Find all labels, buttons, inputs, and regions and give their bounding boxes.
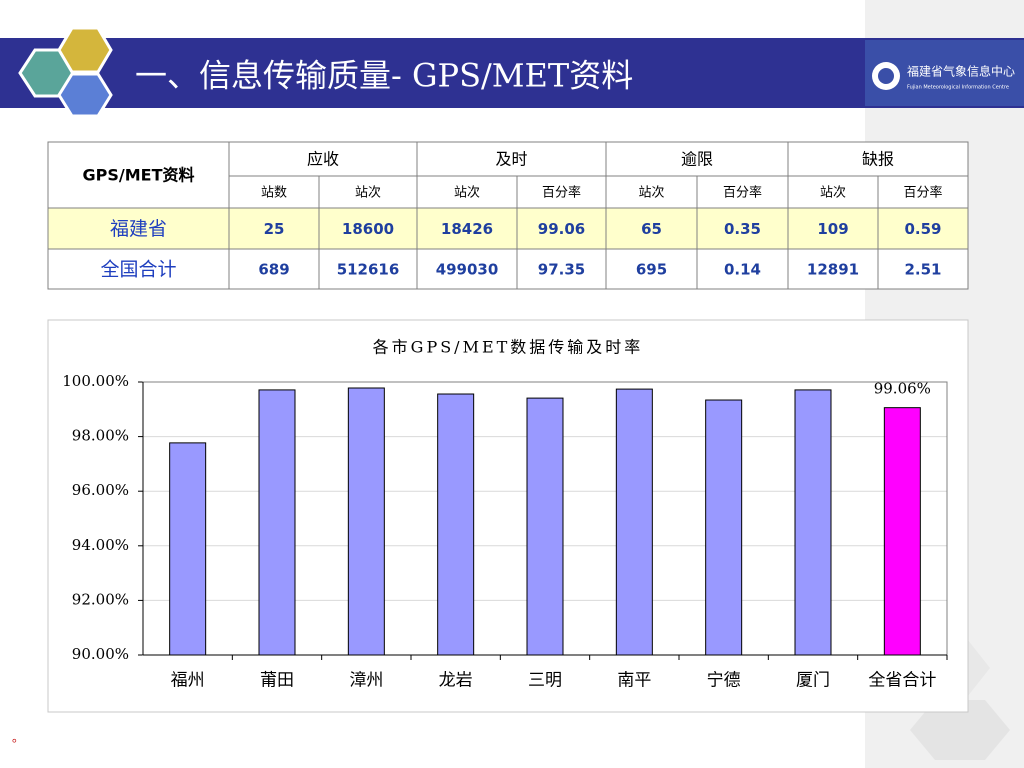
bar bbox=[794, 389, 832, 656]
table-cell bbox=[877, 175, 969, 209]
cell-text: 百分率 bbox=[723, 185, 762, 201]
slide-title: 一、信息传输质量- GPS/MET资料 bbox=[135, 57, 633, 95]
cell-text: 福建省 bbox=[110, 218, 167, 240]
cell-text: 25 bbox=[264, 220, 285, 238]
cell-text: 站次 bbox=[820, 185, 846, 201]
table-cell bbox=[318, 175, 418, 209]
table-cell bbox=[787, 207, 879, 250]
x-tick-label: 龙岩 bbox=[439, 671, 473, 691]
cell-text: 689 bbox=[258, 261, 289, 279]
x-tick-label: 福州 bbox=[171, 671, 205, 691]
cell-text: 512616 bbox=[337, 261, 400, 279]
cell-text: 0.14 bbox=[724, 261, 761, 279]
cell-text: 逾限 bbox=[681, 150, 713, 169]
y-tick-label: 94.00% bbox=[72, 536, 129, 554]
cell-text: 109 bbox=[817, 220, 848, 238]
hex-yellow bbox=[57, 26, 113, 74]
logo-text: 福建省气象信息中心 bbox=[907, 64, 1015, 79]
bar bbox=[258, 389, 296, 656]
table-cell bbox=[47, 207, 230, 250]
x-tick-label: 宁德 bbox=[707, 671, 741, 691]
table-cell bbox=[605, 207, 698, 250]
cell-text: 2.51 bbox=[904, 261, 941, 279]
y-tick-label: 100.00% bbox=[62, 372, 129, 390]
table-cell bbox=[696, 207, 789, 250]
cell-text: 18426 bbox=[441, 220, 493, 238]
deco-hex bbox=[910, 700, 1010, 760]
table-cell bbox=[318, 248, 418, 290]
cell-text: 缺报 bbox=[862, 150, 894, 169]
cell-text: 99.06 bbox=[538, 220, 585, 238]
bar bbox=[883, 407, 921, 656]
cell-text: 百分率 bbox=[542, 185, 581, 201]
table-cell bbox=[877, 248, 969, 290]
table-cell bbox=[605, 175, 698, 209]
cell-text: 65 bbox=[641, 220, 662, 238]
cell-text: 站次 bbox=[355, 185, 381, 201]
table-cell bbox=[228, 141, 418, 177]
cell-text: 12891 bbox=[807, 261, 859, 279]
table-cell bbox=[787, 175, 879, 209]
hex-blue bbox=[57, 72, 113, 118]
bar bbox=[705, 399, 743, 656]
x-tick-label: 漳州 bbox=[349, 671, 383, 691]
x-tick-label: 南平 bbox=[617, 671, 651, 691]
table-cell bbox=[47, 141, 230, 209]
bar bbox=[169, 442, 207, 656]
cell-text: 97.35 bbox=[538, 261, 585, 279]
table-cell bbox=[605, 248, 698, 290]
table-cell bbox=[516, 207, 607, 250]
table-cell bbox=[696, 175, 789, 209]
cell-text: 站次 bbox=[454, 185, 480, 201]
table-cell bbox=[516, 248, 607, 290]
y-tick-label: 92.00% bbox=[72, 590, 129, 608]
table-cell bbox=[696, 248, 789, 290]
cell-text: 499030 bbox=[436, 261, 499, 279]
y-tick-label: 90.00% bbox=[72, 645, 129, 663]
cell-text: GPS/MET资料 bbox=[83, 166, 195, 185]
cell-text: 0.59 bbox=[904, 220, 941, 238]
cell-text: 18600 bbox=[342, 220, 394, 238]
bar bbox=[437, 393, 475, 656]
cell-text: 站次 bbox=[638, 185, 664, 201]
cell-text: 0.35 bbox=[724, 220, 761, 238]
table-cell bbox=[318, 207, 418, 250]
x-tick-label: 全省合计 bbox=[868, 671, 936, 691]
table-cell bbox=[877, 207, 969, 250]
table-cell bbox=[228, 248, 320, 290]
table-cell bbox=[787, 248, 879, 290]
table-cell bbox=[605, 141, 789, 177]
cell-text: 及时 bbox=[495, 150, 527, 169]
table-cell bbox=[228, 207, 320, 250]
cell-text: 应收 bbox=[307, 150, 339, 169]
logo-subtext: Fujian Meteorological Information Centre bbox=[907, 85, 1009, 91]
cell-text: 站数 bbox=[261, 186, 287, 201]
header-band bbox=[0, 38, 1024, 108]
bar bbox=[347, 387, 385, 656]
table-cell bbox=[416, 141, 607, 177]
x-tick-label: 莆田 bbox=[260, 671, 294, 691]
cell-text: 全国合计 bbox=[100, 259, 176, 281]
chart-title: 各市GPS/MET数据传输及时率 bbox=[373, 338, 644, 357]
data-label: 99.06% bbox=[874, 380, 931, 398]
y-tick-label: 96.00% bbox=[72, 481, 129, 499]
chart: 90.00% 92.00% 94.00% 96.00% 98.00% 100.00% 福州 莆… bbox=[62, 372, 948, 691]
table-cell bbox=[516, 175, 607, 209]
bar bbox=[526, 397, 564, 656]
x-tick-label: 厦门 bbox=[796, 671, 830, 691]
y-tick-label: 98.00% bbox=[72, 427, 129, 445]
table-cell bbox=[416, 175, 518, 209]
logo-icon bbox=[878, 68, 894, 84]
table-cell bbox=[416, 207, 518, 250]
table-cell bbox=[47, 248, 230, 290]
bar bbox=[615, 388, 653, 656]
x-tick-label: 三明 bbox=[528, 671, 562, 691]
footnote: 。 bbox=[12, 731, 24, 745]
cell-text: 695 bbox=[636, 261, 667, 279]
table-cell bbox=[787, 141, 969, 177]
cell-text: 百分率 bbox=[903, 185, 942, 201]
